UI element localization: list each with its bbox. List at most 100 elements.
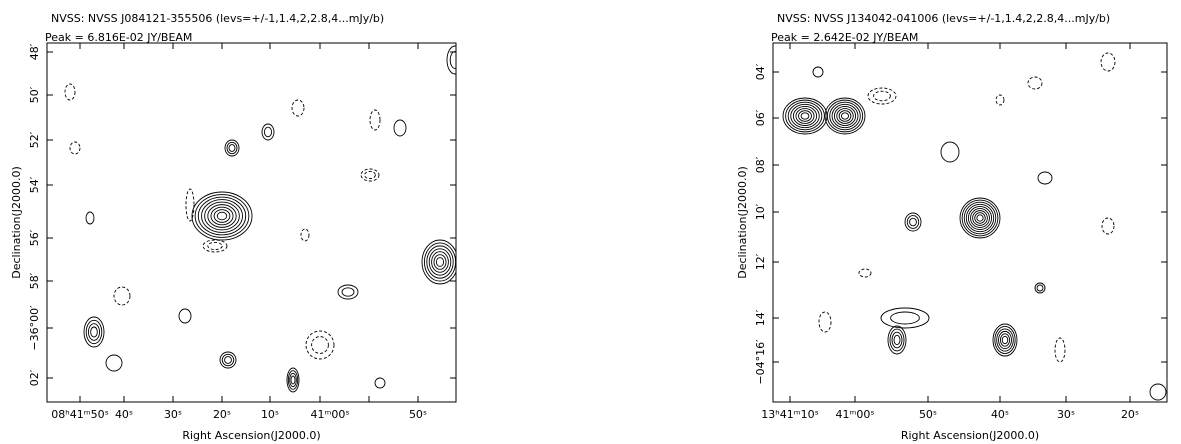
contour: [217, 212, 226, 220]
contour: [114, 287, 130, 305]
x-tick-label: 13ʰ41ᵐ10ˢ: [761, 408, 818, 421]
contour: [786, 100, 825, 132]
x-tick-label: 40ˢ: [115, 408, 133, 421]
y-tick-label: 04′: [754, 63, 767, 80]
contour: [225, 357, 232, 364]
y-tick-label: 02′: [28, 369, 41, 386]
contour: [964, 202, 996, 234]
contour: [801, 113, 809, 119]
contour: [205, 202, 240, 230]
contour: [422, 240, 458, 284]
contour: [229, 145, 235, 152]
x-axis-label: Right Ascension(J2000.0): [182, 429, 320, 442]
contour: [868, 88, 896, 104]
contour: [799, 111, 812, 122]
y-tick-label: 58′: [28, 272, 41, 289]
contour: [975, 213, 986, 224]
contour: [1002, 336, 1008, 343]
contour: [394, 120, 406, 136]
contour: [186, 189, 194, 221]
contour: [88, 324, 99, 341]
contour: [819, 312, 831, 332]
y-tick-label: −36°00′: [28, 305, 41, 351]
contour: [859, 269, 871, 277]
contour: [1150, 384, 1166, 400]
contour: [977, 215, 983, 221]
panel-title: NVSS: NVSS J134042-041006 (levs=+/-1,1.4…: [777, 12, 1110, 25]
contour: [880, 415, 887, 425]
x-tick-label: 50ˢ: [409, 408, 427, 421]
contour: [179, 309, 191, 323]
x-tick-label: 30ˢ: [164, 408, 182, 421]
contour: [1102, 218, 1114, 234]
contour: [881, 308, 929, 328]
contour: [370, 110, 380, 130]
y-tick-label: 06′: [754, 109, 767, 126]
contour: [962, 200, 998, 236]
contour: [306, 331, 334, 359]
contour: [208, 242, 222, 249]
y-axis-label: Declination(J2000.0): [736, 166, 749, 279]
y-tick-label: −04°16′: [754, 339, 767, 385]
contour: [793, 106, 816, 125]
contour: [375, 378, 385, 388]
plot-frame: [47, 43, 456, 402]
contour: [91, 327, 98, 337]
contour: [436, 258, 443, 267]
contour: [264, 127, 271, 137]
panel-title: NVSS: NVSS J084121-355506 (levs=+/-1,1.4…: [51, 12, 384, 25]
x-tick-label: 20ˢ: [213, 408, 231, 421]
contour: [434, 255, 446, 270]
y-tick-label: 14′: [754, 309, 767, 326]
contour: [996, 95, 1004, 105]
contour: [301, 229, 309, 241]
contour: [292, 100, 304, 116]
contour: [86, 212, 94, 224]
contour: [839, 111, 851, 122]
contour: [84, 317, 104, 347]
contour: [877, 411, 888, 428]
x-tick-label: 30ˢ: [1057, 408, 1075, 421]
figure: NVSS: NVSS J084121-355506 (levs=+/-1,1.4…: [0, 0, 1181, 444]
x-tick-label: 41ᵐ00ˢ: [311, 408, 350, 421]
contour: [65, 84, 75, 100]
contour: [1028, 77, 1042, 89]
contour: [427, 246, 453, 278]
contour: [447, 46, 463, 74]
x-tick-label: 40ˢ: [991, 408, 1009, 421]
contours: [65, 46, 463, 433]
contour: [222, 354, 233, 365]
contour: [208, 205, 236, 228]
contour: [834, 106, 855, 125]
contour: [287, 368, 299, 392]
contour: [874, 91, 891, 101]
y-tick-label: 48′: [28, 43, 41, 60]
x-tick-label: 50ˢ: [919, 408, 937, 421]
contour: [214, 210, 230, 223]
contour: [1038, 172, 1052, 184]
contour: [342, 288, 354, 296]
contour: [365, 171, 376, 178]
contour: [832, 104, 858, 127]
y-tick-label: 12′: [754, 253, 767, 270]
contour: [971, 209, 990, 228]
x-axis-label: Right Ascension(J2000.0): [901, 429, 1039, 442]
contour: [813, 67, 823, 77]
y-tick-label: 52′: [28, 131, 41, 148]
contour: [106, 355, 122, 371]
contour: [995, 326, 1015, 353]
contour: [910, 218, 917, 226]
contour: [941, 142, 959, 162]
contour: [875, 408, 891, 432]
contour: [892, 332, 902, 348]
y-axis-label: Declination(J2000.0): [10, 166, 23, 279]
contour: [361, 169, 379, 181]
contour: [997, 329, 1014, 351]
y-tick-label: 50′: [28, 86, 41, 103]
contour: [841, 113, 848, 119]
y-tick-label: 08′: [754, 156, 767, 173]
contour: [227, 142, 237, 153]
contour: [894, 335, 900, 344]
contour: [198, 197, 245, 235]
x-tick-label: 41ᵐ00ˢ: [836, 408, 875, 421]
